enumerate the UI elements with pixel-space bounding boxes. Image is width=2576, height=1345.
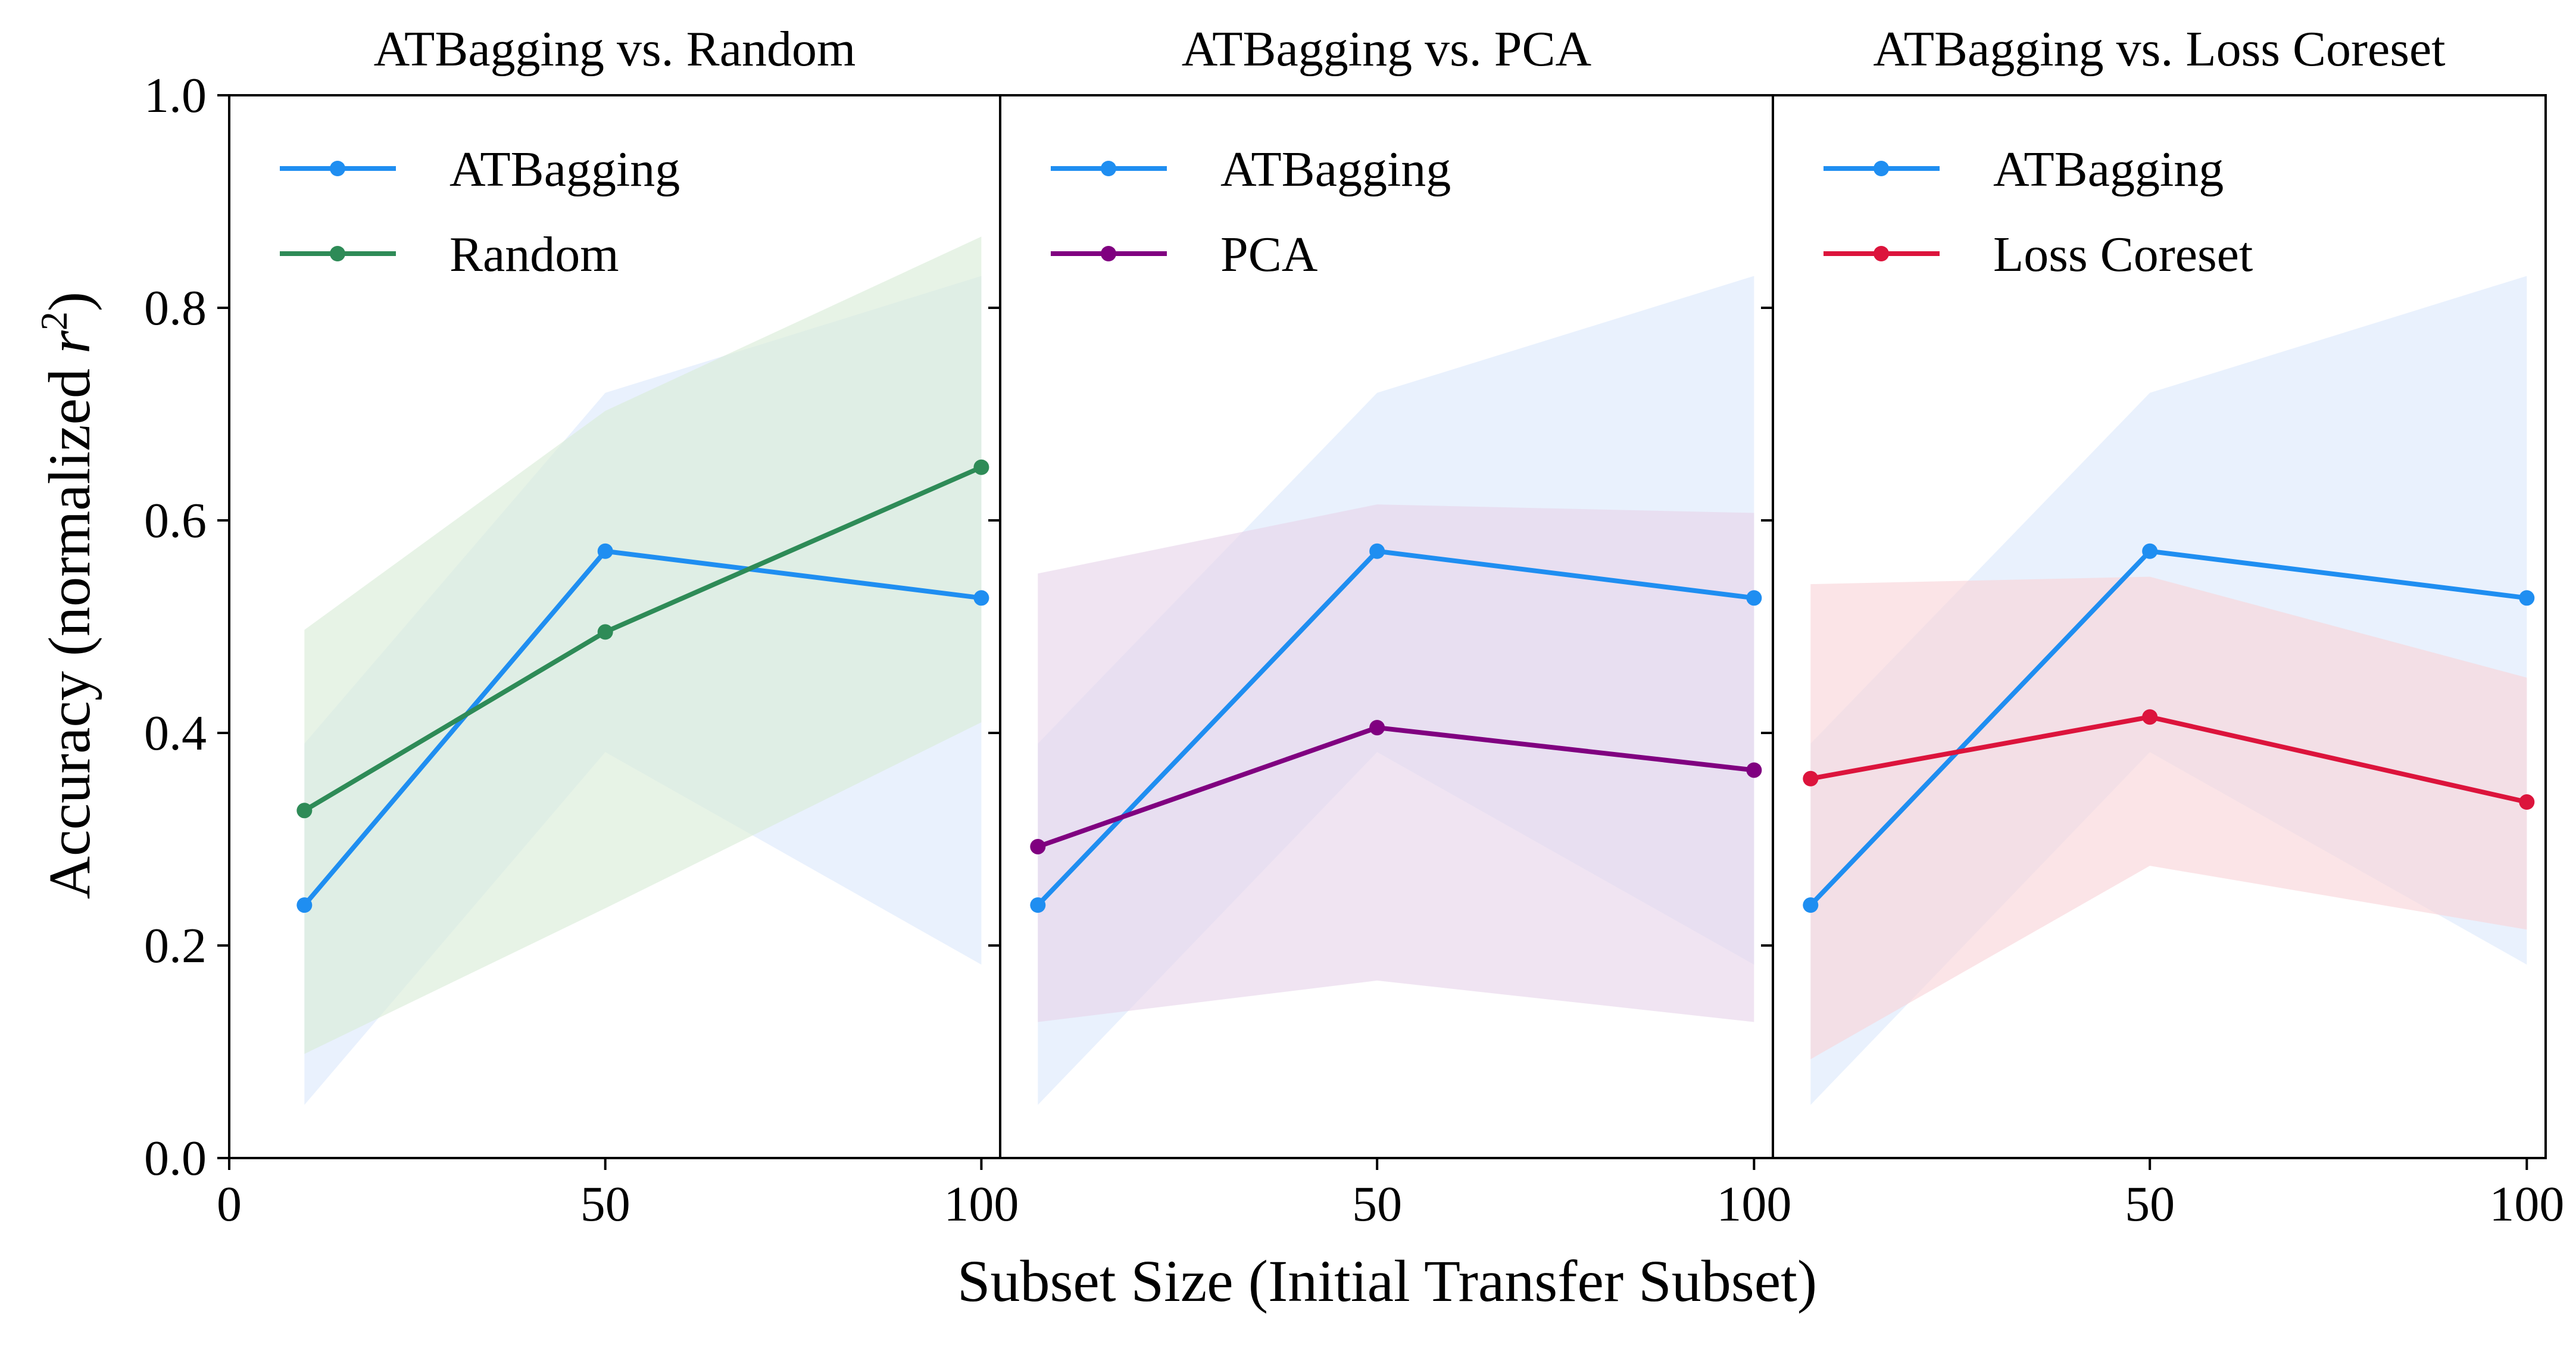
panel-1: 0.0 0.2 0.4 0.6 0.8 1.0 0 50 100 ATBagging vs. Ra… bbox=[144, 21, 1019, 1232]
data-point-loss-coreset bbox=[2519, 794, 2535, 810]
legend-marker bbox=[1874, 246, 1889, 261]
legend-label: Loss Coreset bbox=[1993, 227, 2253, 282]
y-tick-label: 0.8 bbox=[144, 280, 207, 336]
legend-marker bbox=[1101, 246, 1116, 261]
data-point-loss-coreset bbox=[2142, 709, 2158, 725]
data-point-atbagging bbox=[1803, 897, 1819, 913]
x-tick-label: 50 bbox=[2125, 1177, 2175, 1232]
x-tick-label: 0 bbox=[217, 1177, 242, 1232]
y-axis-label-main: Accuracy (normalized bbox=[36, 354, 102, 899]
y-axis-label: Accuracy (normalized r2) bbox=[33, 292, 102, 899]
panel-title: ATBagging vs. Random bbox=[374, 21, 856, 77]
data-point-atbagging bbox=[2519, 590, 2535, 606]
plot-area bbox=[1803, 276, 2535, 1105]
legend-label: ATBagging bbox=[449, 142, 680, 197]
legend-label: ATBagging bbox=[1220, 142, 1451, 197]
legend-label: Random bbox=[449, 227, 619, 282]
data-point-loss-coreset bbox=[1803, 770, 1819, 787]
y-axis-label-close: ) bbox=[36, 292, 102, 311]
legend-label: PCA bbox=[1220, 227, 1318, 282]
y-tick-label: 1.0 bbox=[144, 68, 207, 123]
panel-title: ATBagging vs. PCA bbox=[1182, 21, 1592, 77]
x-tick-label: 100 bbox=[2489, 1177, 2564, 1232]
data-point-random bbox=[597, 624, 613, 640]
panel-title: ATBagging vs. Loss Coreset bbox=[1873, 21, 2445, 77]
legend-marker bbox=[330, 246, 345, 261]
y-axis-label-exp: 2 bbox=[33, 311, 75, 330]
y-tick-label: 0.4 bbox=[144, 706, 207, 761]
legend-marker bbox=[1874, 161, 1889, 176]
x-axis-label: Subset Size (Initial Transfer Subset) bbox=[957, 1248, 1817, 1314]
data-point-atbagging bbox=[973, 590, 989, 606]
data-point-random bbox=[296, 803, 313, 819]
panels: 0.0 0.2 0.4 0.6 0.8 1.0 0 50 100 ATBagging vs. Ra… bbox=[144, 21, 2564, 1232]
data-point-atbagging bbox=[597, 543, 613, 559]
plot-area bbox=[296, 236, 989, 1105]
data-point-pca bbox=[1746, 762, 1762, 778]
panel-frame bbox=[1772, 94, 2547, 1159]
data-point-atbagging bbox=[1030, 897, 1046, 913]
data-point-pca bbox=[1030, 838, 1046, 854]
legend-marker bbox=[330, 161, 345, 176]
legend-marker bbox=[1101, 161, 1116, 176]
band-loss-coreset bbox=[1810, 576, 2527, 1059]
x-tick-label: 100 bbox=[944, 1177, 1019, 1232]
plot-area bbox=[1030, 276, 1762, 1105]
data-point-atbagging bbox=[2142, 543, 2158, 559]
data-point-pca bbox=[1369, 720, 1385, 736]
y-tick-label: 0.6 bbox=[144, 493, 207, 548]
data-point-random bbox=[973, 459, 989, 475]
y-tick-label: 0.0 bbox=[144, 1131, 207, 1186]
x-tick-label: 100 bbox=[1716, 1177, 1791, 1232]
band-pca bbox=[1038, 504, 1754, 1022]
x-tick-label: 50 bbox=[580, 1177, 630, 1232]
y-axis-label-var: r bbox=[36, 330, 102, 354]
data-point-atbagging bbox=[1369, 543, 1385, 559]
y-tick-label: 0.2 bbox=[144, 918, 207, 973]
panel-2: 50 100 ATBagging vs. PCA ATBagging PCA bbox=[988, 21, 1791, 1232]
legend-label: ATBagging bbox=[1993, 142, 2224, 197]
x-tick-label: 50 bbox=[1352, 1177, 1402, 1232]
panel-3: 50 100 ATBagging vs. Loss Coreset ATBagging… bbox=[1761, 21, 2564, 1232]
data-point-atbagging bbox=[296, 897, 313, 913]
data-point-atbagging bbox=[1746, 590, 1762, 606]
band-random bbox=[304, 236, 982, 1054]
